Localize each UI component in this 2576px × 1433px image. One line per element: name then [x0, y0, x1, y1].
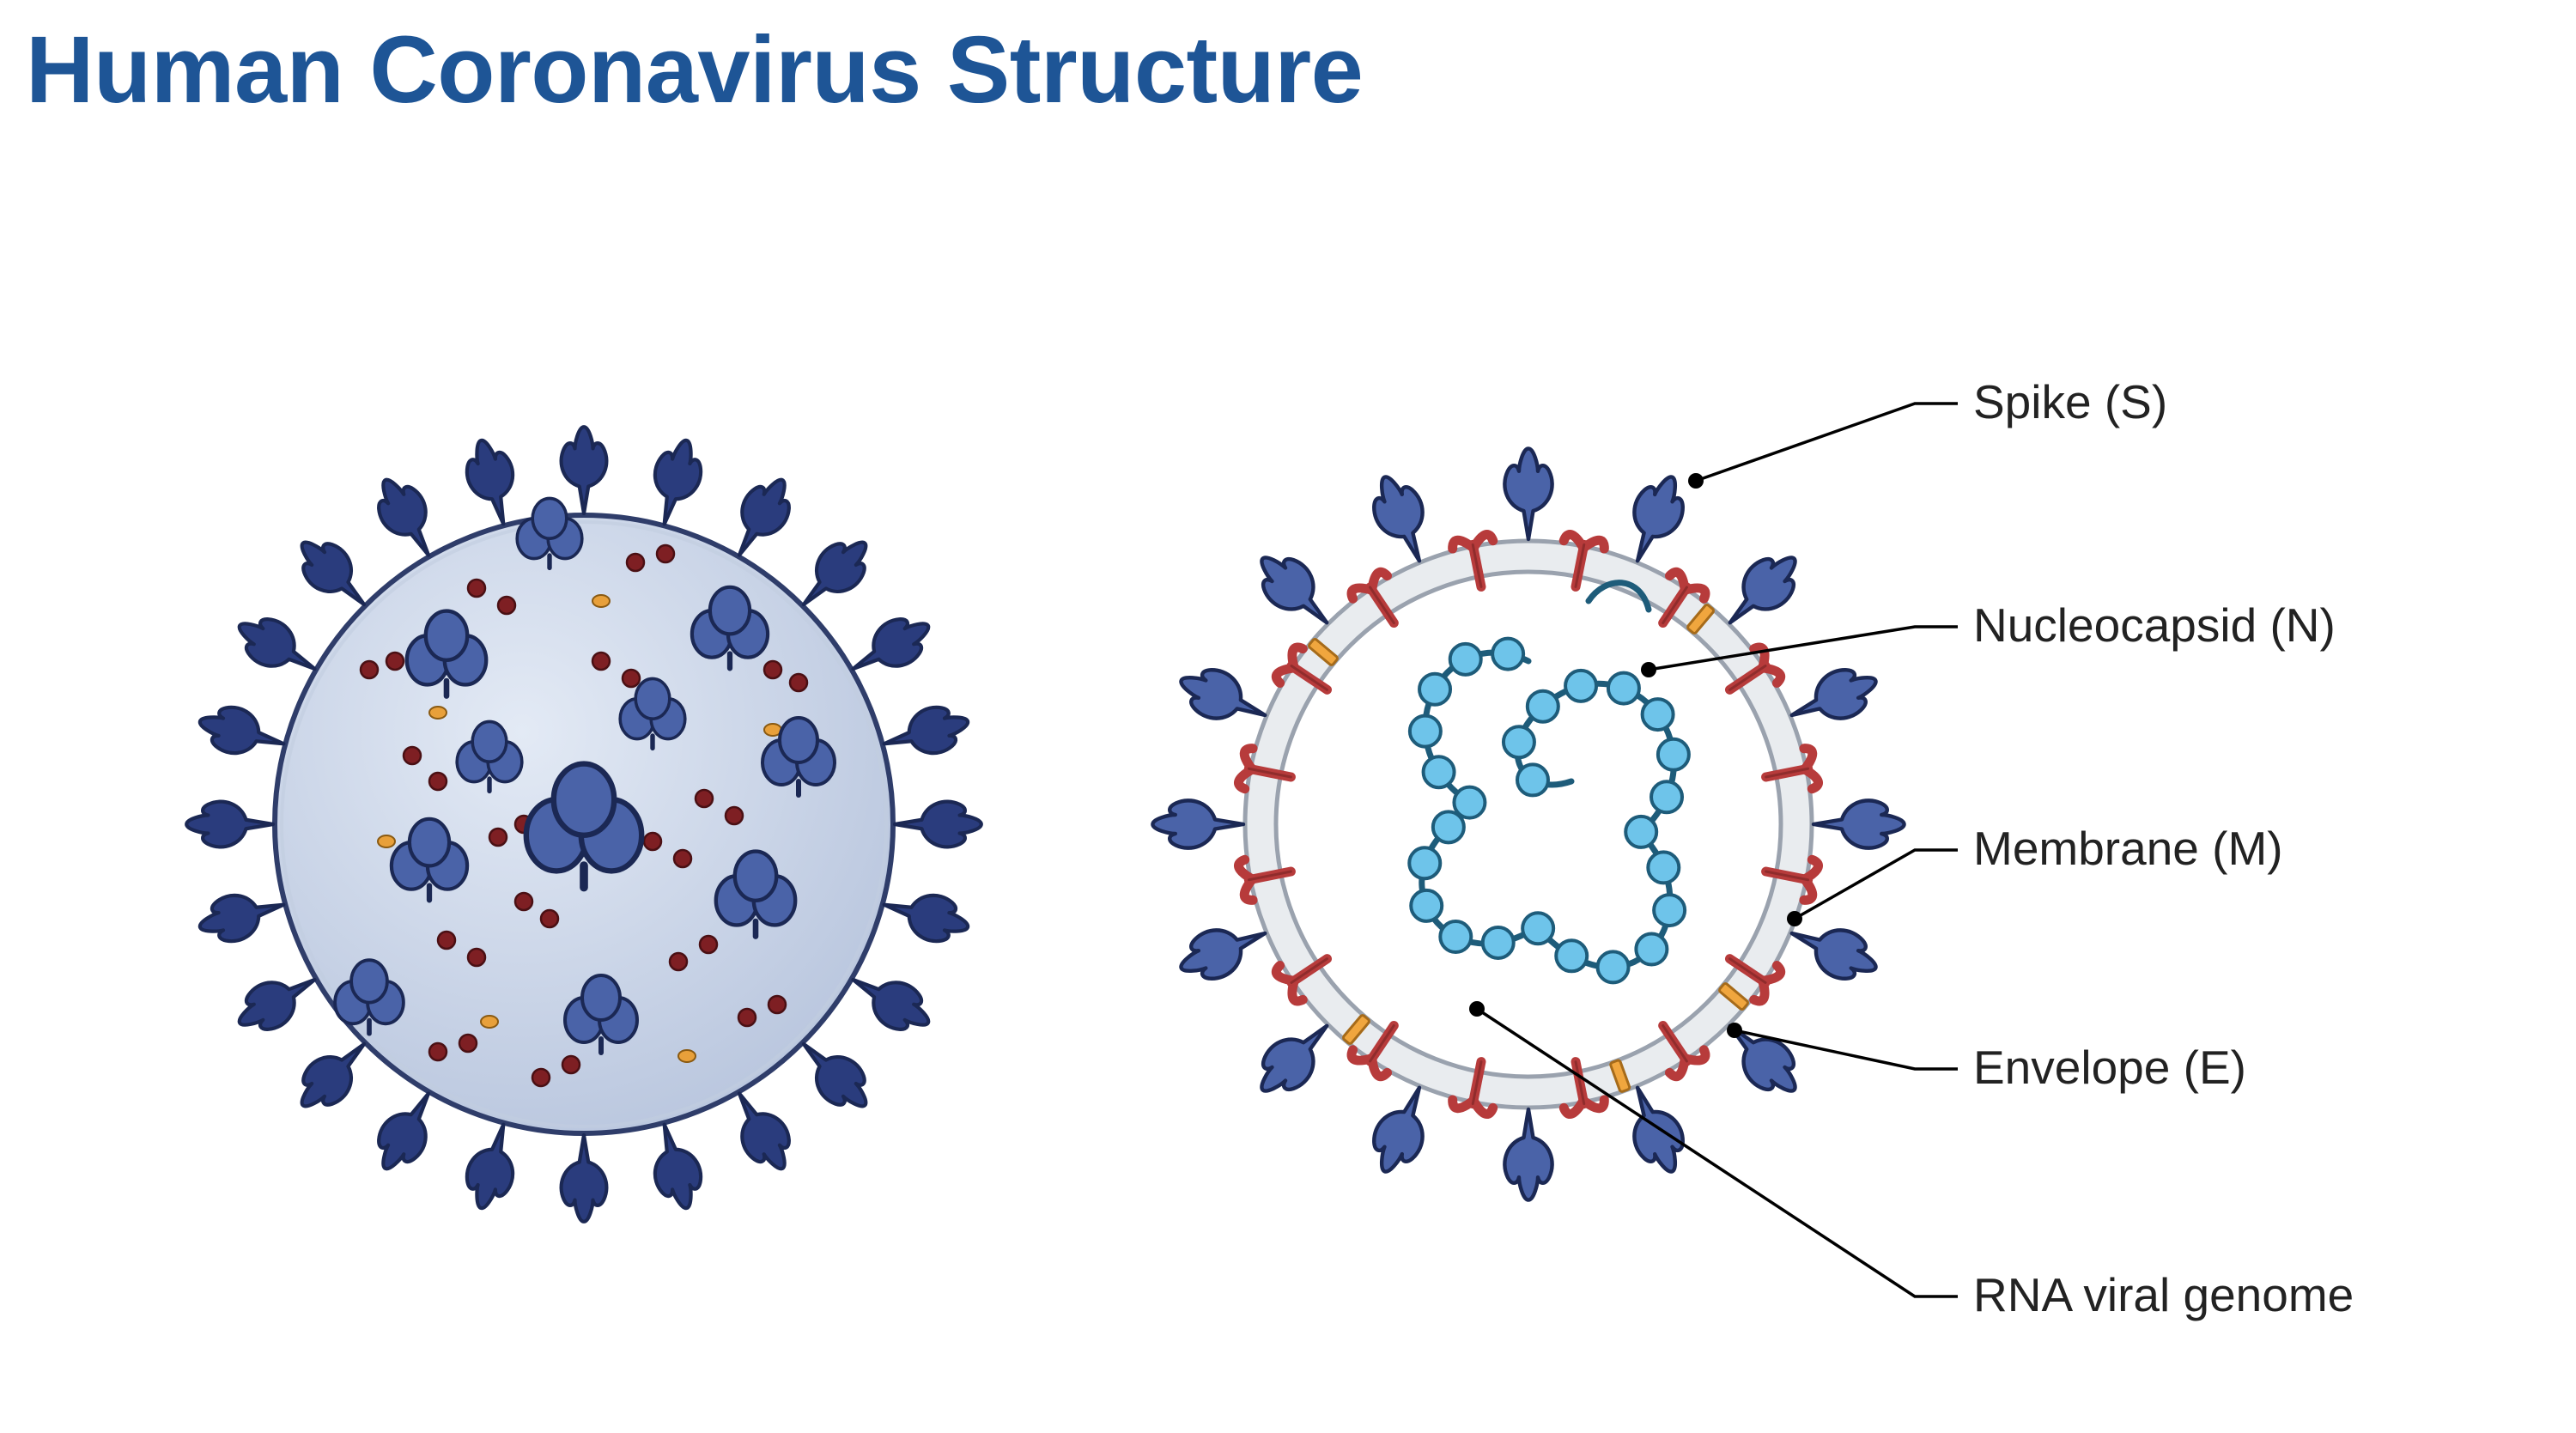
label-envelope: Envelope (E)	[1973, 1040, 2246, 1095]
nucleocapsid-bead	[1454, 787, 1485, 818]
spike-protein	[1616, 1078, 1694, 1181]
nucleocapsid-bead	[1636, 934, 1667, 965]
nucleocapsid-bead	[1492, 639, 1523, 670]
nucleocapsid-bead	[1411, 890, 1442, 921]
nucleocapsid-bead	[1643, 699, 1674, 730]
nucleocapsid-bead	[1440, 921, 1471, 952]
virus-crosssection	[1152, 448, 1904, 1199]
label-rna: RNA viral genome	[1973, 1267, 2354, 1322]
nucleocapsid-bead	[1556, 940, 1587, 971]
nucleocapsid-bead	[1625, 817, 1656, 847]
spike-protein	[1172, 912, 1274, 990]
leader-line	[1696, 404, 1958, 481]
spike-protein	[1363, 468, 1441, 570]
nucleocapsid-bead	[1409, 847, 1440, 878]
nucleocapsid-bead	[1528, 691, 1558, 722]
spike-protein	[1783, 659, 1885, 737]
spike-protein	[1814, 800, 1905, 847]
spike-protein	[1172, 659, 1274, 737]
nucleocapsid-bead	[1658, 739, 1689, 770]
nucleocapsid-bead	[1433, 811, 1464, 842]
surface-spike-cluster	[517, 498, 582, 568]
spike-protein	[1363, 1078, 1441, 1181]
label-spike: Spike (S)	[1973, 374, 2167, 429]
nucleocapsid-bead	[1565, 671, 1596, 701]
nucleocapsid-bead	[1419, 674, 1450, 705]
nucleocapsid-bead	[1504, 726, 1534, 757]
spike-protein	[1504, 1109, 1552, 1200]
nucleocapsid-bead	[1651, 781, 1682, 812]
nucleocapsid-bead	[1410, 716, 1441, 747]
nucleocapsid-bead	[1648, 852, 1679, 883]
spike-protein	[1504, 448, 1552, 539]
label-nucleocapsid: Nucleocapsid (N)	[1973, 598, 2336, 653]
nucleocapsid-bead	[1654, 895, 1685, 926]
nucleocapsid-bead	[1483, 927, 1514, 958]
nucleocapsid-bead	[1598, 951, 1629, 982]
page: Human Coronavirus Structure Spike (S)Nuc…	[0, 0, 2576, 1433]
diagram-svg	[0, 0, 2576, 1433]
spike-protein	[1152, 800, 1243, 847]
nucleocapsid-bead	[1522, 913, 1553, 944]
virus-3d	[186, 427, 981, 1222]
nucleocapsid-bead	[1608, 673, 1639, 704]
label-membrane: Membrane (M)	[1973, 821, 2283, 876]
nucleocapsid-bead	[1450, 644, 1481, 675]
nucleocapsid-bead	[1517, 764, 1548, 795]
nucleocapsid-bead	[1424, 756, 1455, 787]
spike-protein	[1616, 468, 1694, 570]
